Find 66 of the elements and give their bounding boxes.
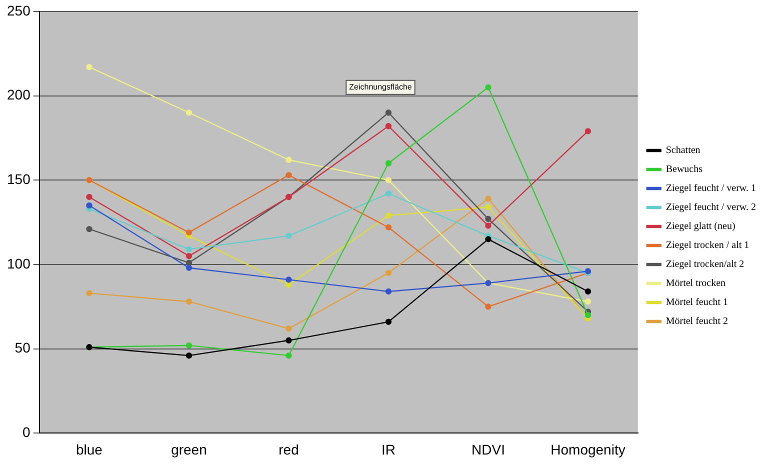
x-tick-label: NDVI [472, 441, 505, 458]
point [584, 312, 592, 318]
y-tick-label: 0 [22, 424, 31, 440]
point [485, 216, 492, 222]
point [286, 352, 292, 359]
point [286, 276, 292, 283]
legend-label: Schatten [666, 145, 700, 156]
legend-label: Ziegel feucht / verw. 1 [666, 183, 756, 194]
point [385, 270, 392, 276]
point [286, 325, 292, 332]
point [86, 226, 92, 232]
point [86, 64, 92, 70]
point [385, 160, 392, 166]
point [385, 288, 392, 295]
x-tick-label: green [171, 441, 207, 458]
legend-label: Mörtel feucht 2 [666, 316, 728, 328]
point [186, 246, 192, 252]
x-tick-label: Homogenity [550, 441, 626, 458]
point [485, 222, 492, 229]
annotation: Zeichnungsfläche [349, 82, 412, 92]
point [485, 84, 492, 90]
y-tick-label: 50 [14, 340, 31, 356]
point [186, 110, 192, 116]
y-tick-label: 100 [7, 255, 31, 272]
point [186, 352, 192, 359]
x-tick-label: red [278, 441, 299, 458]
point [86, 290, 92, 296]
point [186, 342, 192, 349]
legend-label: Ziegel feucht / verw. 2 [666, 202, 756, 214]
point [286, 337, 292, 344]
point [584, 298, 592, 305]
point [485, 236, 492, 242]
point [186, 298, 192, 305]
point [385, 212, 392, 219]
point [86, 194, 92, 200]
point [485, 304, 492, 310]
point [584, 288, 592, 295]
point [286, 282, 292, 288]
point [385, 110, 392, 116]
point [584, 128, 592, 134]
point [286, 172, 292, 178]
point [186, 260, 192, 266]
legend-label: Ziegel glatt (neu) [666, 221, 736, 232]
y-tick-label: 200 [7, 86, 31, 103]
point [186, 229, 192, 236]
point [286, 232, 292, 239]
legend-label: Mörtel trocken [666, 278, 726, 290]
point [385, 190, 392, 197]
point [385, 177, 392, 184]
point [385, 224, 392, 230]
point [385, 318, 392, 325]
point [485, 196, 492, 202]
point [186, 264, 192, 271]
x-tick-label: IR [381, 441, 396, 458]
point [385, 123, 392, 130]
legend-label: Mörtel feucht 1 [666, 297, 728, 308]
point [186, 252, 192, 260]
legend-label: Ziegel trocken / alt 1 [666, 240, 750, 252]
x-tick-label: blue [76, 441, 103, 458]
legend-label: Bewuchs [666, 164, 703, 176]
legend-label: Ziegel trocken/alt 2 [666, 259, 744, 270]
point [86, 202, 92, 209]
y-tick-label: 150 [7, 170, 31, 187]
y-tick-label: 250 [7, 2, 31, 18]
point [286, 156, 292, 163]
point [485, 204, 492, 210]
